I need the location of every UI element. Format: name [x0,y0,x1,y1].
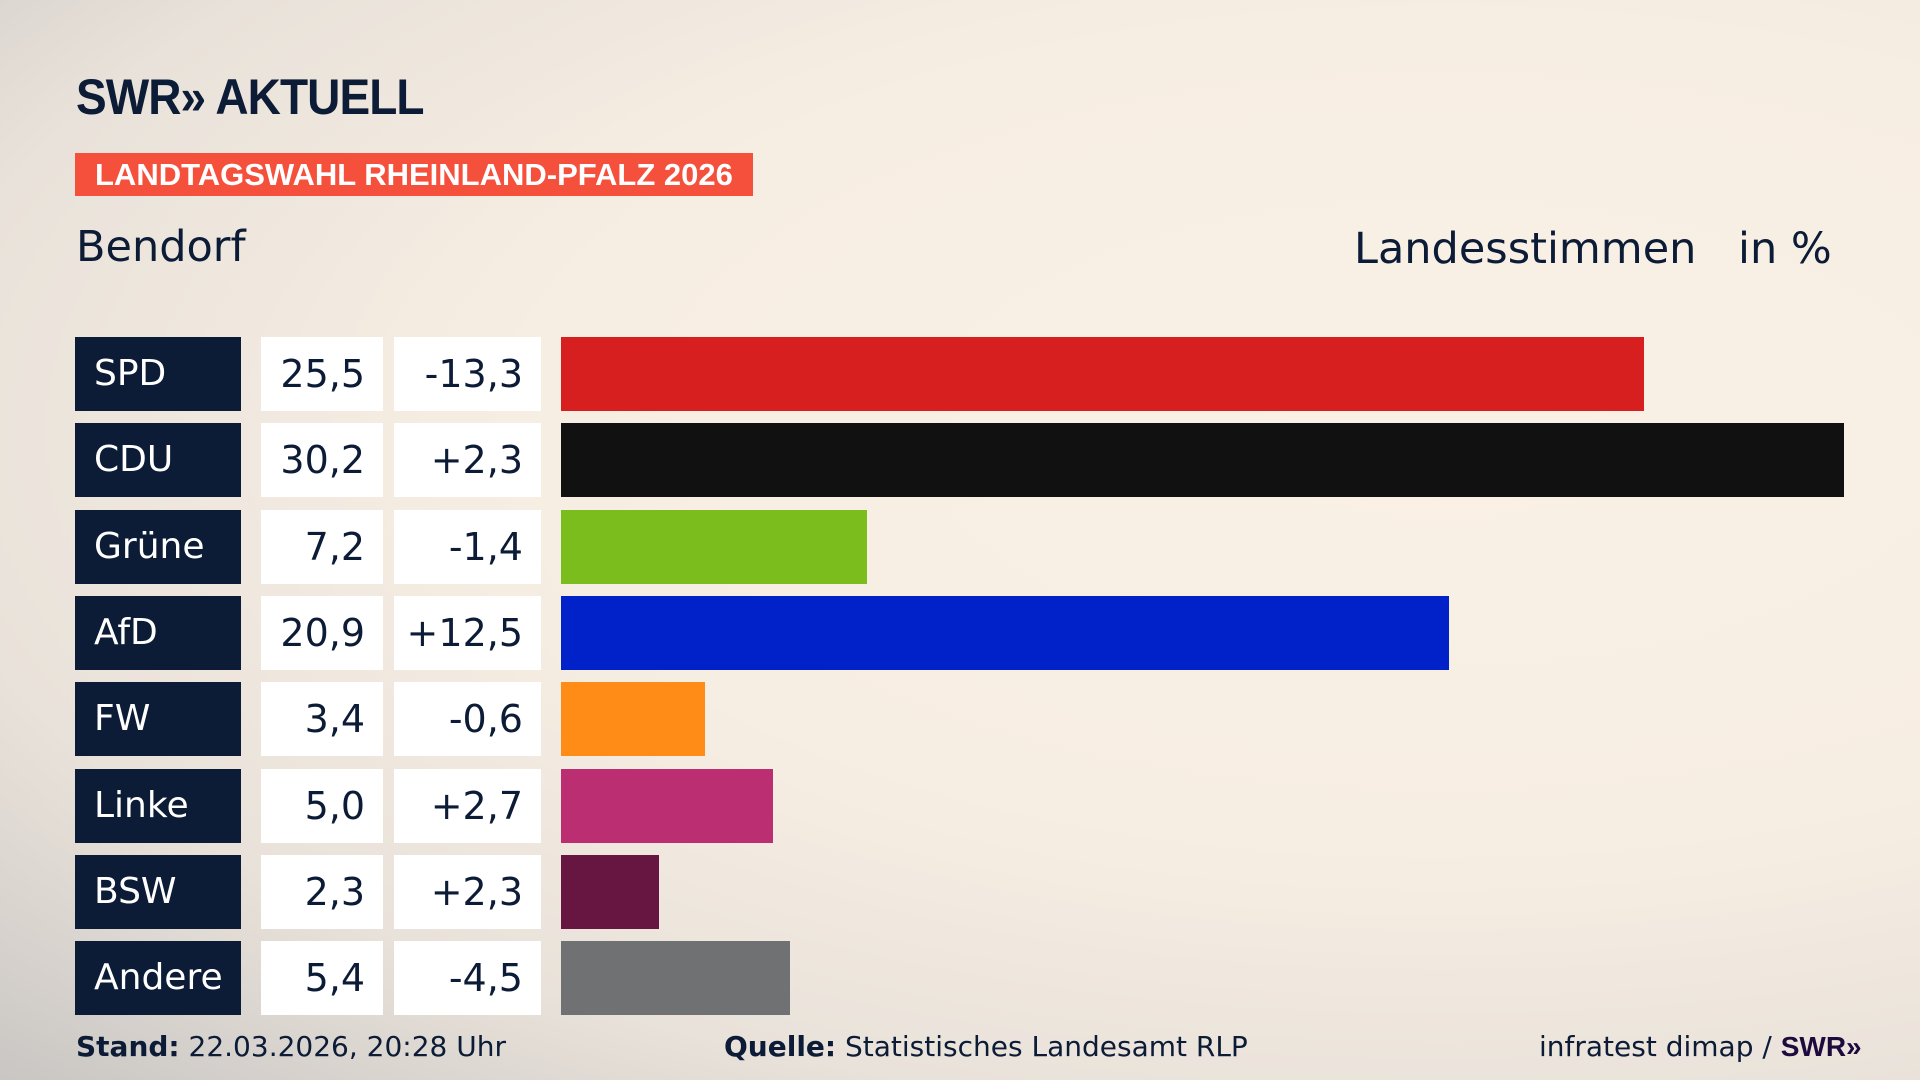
party-value: 5,4 [261,941,383,1016]
party-bar [561,509,867,584]
party-value: 3,4 [261,682,383,757]
party-bar [561,337,1645,411]
party-diff: -4,5 [394,941,541,1016]
timestamp: Stand: 22.03.2026, 20:28 Uhr [76,1030,506,1063]
swr-logo: SWR» [1780,1031,1862,1062]
party-value: 25,5 [261,337,383,411]
party-value: 2,3 [261,854,383,929]
party-bar [561,682,706,757]
party-diff: -0,6 [394,682,541,757]
party-bar [561,941,791,1016]
source-value: Statistisches Landesamt RLP [845,1030,1248,1063]
party-label: BSW [75,854,241,929]
party-diff: +2,7 [394,768,541,843]
metric-label: Landesstimmen [1354,224,1697,274]
party-diff: +2,3 [394,854,541,929]
election-banner: LANDTAGSWAHL RHEINLAND-PFALZ 2026 [75,153,753,196]
swr-aktuell-logo: SWR» AKTUELL [76,69,424,125]
party-label: Andere [75,941,241,1016]
party-label: Linke [75,768,241,843]
party-bar [561,423,1844,498]
party-diff: -13,3 [394,337,541,411]
party-bar [561,768,774,843]
party-label: SPD [75,337,241,411]
party-diff: +12,5 [394,595,541,670]
region-title: Bendorf [76,222,246,272]
party-diff: -1,4 [394,509,541,584]
party-label: FW [75,682,241,757]
party-value: 5,0 [261,768,383,843]
stand-label: Stand: [76,1030,180,1063]
credit-text: infratest dimap / [1539,1030,1772,1063]
party-bar [561,595,1449,670]
party-value: 20,9 [261,595,383,670]
party-label: CDU [75,423,241,498]
party-label: AfD [75,595,241,670]
party-value: 30,2 [261,423,383,498]
party-bar [561,854,659,929]
party-label: Grüne [75,509,241,584]
party-diff: +2,3 [394,423,541,498]
party-value: 7,2 [261,509,383,584]
source-label: Quelle: [724,1030,837,1063]
unit-label: in % [1738,224,1832,274]
stand-value: 22.03.2026, 20:28 Uhr [188,1030,506,1063]
source: Quelle: Statistisches Landesamt RLP [724,1030,1248,1063]
credit: infratest dimap / SWR» [1539,1030,1862,1063]
